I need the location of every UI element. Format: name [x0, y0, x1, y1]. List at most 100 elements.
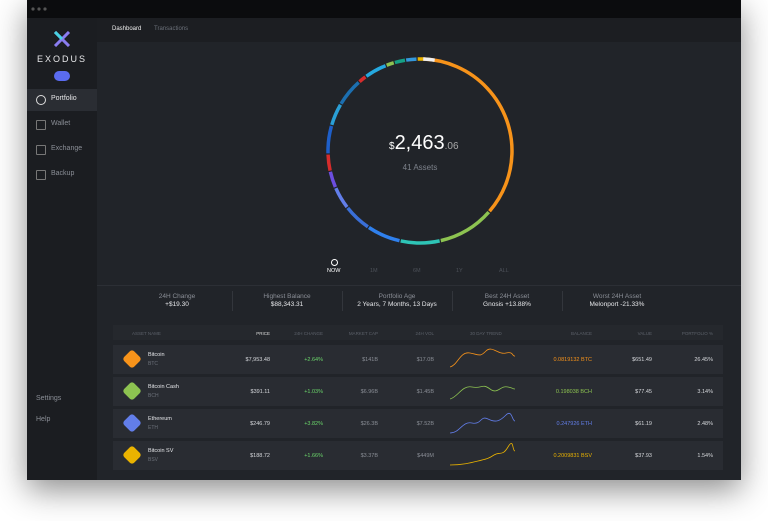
stat-label: Portfolio Age: [378, 293, 416, 300]
column-header[interactable]: 30 DAY TREND: [470, 331, 502, 336]
asset-ticker: BSV: [148, 457, 159, 463]
range-option[interactable]: 1M: [370, 268, 378, 274]
asset-name: Ethereum: [148, 416, 172, 422]
cell-mcap: $26.3B: [360, 421, 378, 427]
stat-value: $88,343.31: [270, 301, 304, 308]
lock-toggle[interactable]: [54, 71, 70, 81]
sidebar-icon: [36, 170, 46, 180]
brand: EXODUS: [36, 54, 87, 64]
window-controls: [31, 7, 47, 11]
cell-vol: $17.0B: [416, 357, 434, 363]
divider: [97, 285, 741, 286]
column-header[interactable]: 24H CHANGE: [294, 331, 323, 336]
column-header[interactable]: PORTFOLIO %: [681, 331, 713, 336]
total-balance: $2,463.06: [389, 132, 459, 155]
trend-sparkline: [450, 443, 516, 466]
sidebar-item[interactable]: Help: [36, 416, 51, 423]
cell-share: 2.48%: [697, 421, 713, 427]
range-option[interactable]: NOW: [327, 268, 341, 274]
cell-value: $651.49: [632, 357, 652, 363]
ring-segment: [326, 57, 514, 245]
cell-change: +1.66%: [304, 453, 323, 459]
asset-name: Bitcoin: [148, 352, 165, 358]
cell-price: $188.72: [250, 453, 270, 459]
sidebar-icon: [36, 95, 46, 105]
trend-line: [450, 348, 516, 368]
table-header: [113, 325, 723, 340]
stat-label: Best 24H Asset: [484, 293, 530, 300]
asset-icon: [122, 445, 142, 465]
cell-vol: $1.45B: [416, 389, 434, 395]
asset-ticker: BCH: [148, 393, 159, 399]
trend-line: [450, 443, 516, 466]
range-option[interactable]: 1Y: [456, 268, 463, 274]
asset-ticker: ETH: [148, 425, 158, 431]
stat-divider: [562, 291, 563, 311]
cell-price: $7,953.48: [245, 357, 270, 363]
trend-line: [450, 385, 516, 400]
cell-change: +2.64%: [304, 357, 323, 363]
currency: $: [389, 141, 395, 152]
ring-segment: [326, 57, 514, 245]
trend-sparkline: [450, 413, 516, 434]
stat-divider: [452, 291, 453, 311]
asset-row[interactable]: Bitcoin Cash BCH $391.11 +1.03% $6.96B $1.45B…: [113, 377, 723, 406]
asset-name: Bitcoin Cash: [148, 384, 179, 390]
asset-row[interactable]: Ethereum ETH $246.79 +3.82% $26.3B $7.52B 0.24…: [113, 409, 723, 438]
cell-mcap: $141B: [362, 357, 378, 363]
column-header[interactable]: 24H VOL: [415, 331, 434, 336]
asset-ticker: BTC: [148, 361, 158, 367]
nav-tab[interactable]: Transactions: [154, 26, 189, 32]
cell-mcap: $6.96B: [360, 389, 378, 395]
balance-whole: 2,463: [394, 132, 445, 154]
stat-value: +$19.30: [165, 301, 189, 308]
cell-balance: 0.247926 ETH: [556, 421, 592, 427]
column-header[interactable]: BALANCE: [570, 331, 592, 336]
cell-value: $77.45: [635, 389, 652, 395]
logo: [53, 31, 71, 47]
sidebar-item[interactable]: Wallet: [51, 120, 71, 127]
trend-line: [450, 413, 516, 434]
cell-balance: 0.198038 BCH: [555, 389, 592, 395]
stat-value: 2 Years, 7 Months, 13 Days: [357, 301, 437, 308]
cell-share: 1.54%: [697, 453, 713, 459]
balance-cents: .06: [444, 141, 459, 152]
active-item: [27, 89, 97, 111]
cell-price: $391.11: [250, 389, 270, 395]
stat-label: Worst 24H Asset: [592, 293, 642, 300]
asset-icon: [122, 381, 142, 401]
sidebar: EXODUS Portfolio Wallet Exchange Backup Sett…: [27, 18, 97, 480]
stat-divider: [232, 291, 233, 311]
range-option[interactable]: ALL: [499, 268, 509, 274]
sidebar-item[interactable]: Backup: [51, 170, 75, 177]
column-header[interactable]: ASSET NAME: [132, 331, 161, 336]
cell-mcap: $3.37B: [360, 453, 378, 459]
portfolio-ring: [326, 57, 514, 245]
sidebar-item[interactable]: Exchange: [51, 145, 83, 152]
cell-balance: 0.2009831 BSV: [553, 453, 592, 459]
cell-share: 26.45%: [694, 357, 713, 363]
cell-vol: $7.52B: [416, 421, 434, 427]
range-option[interactable]: 6M: [413, 268, 421, 274]
sidebar-item[interactable]: Settings: [36, 395, 62, 402]
trend-sparkline: [450, 385, 516, 400]
stat-divider: [342, 291, 343, 311]
asset-row[interactable]: Bitcoin SV BSV $188.72 +1.66% $3.37B $449M 0.2…: [113, 441, 723, 470]
column-header[interactable]: MARKET CAP: [348, 331, 378, 336]
nav-tab[interactable]: Dashboard: [112, 26, 142, 32]
range-dot: [331, 259, 338, 266]
window: EXODUS Portfolio Wallet Exchange Backup Sett…: [27, 0, 741, 480]
sidebar-item[interactable]: Portfolio: [51, 95, 77, 102]
cell-balance: 0.0819132 BTC: [553, 357, 592, 363]
sidebar-icon: [36, 145, 46, 155]
cell-value: $61.19: [635, 421, 652, 427]
asset-row[interactable]: Bitcoin BTC $7,953.48 +2.64% $141B $17.0B 0.08…: [113, 345, 723, 374]
ring-segment: [326, 57, 514, 245]
top-nav: Dashboard Transactions: [97, 18, 741, 42]
asset-icon: [122, 349, 142, 369]
cell-share: 3.14%: [697, 389, 713, 395]
column-header[interactable]: PRICE: [256, 331, 270, 336]
column-header[interactable]: VALUE: [637, 331, 652, 336]
stat-label: Highest Balance: [263, 293, 311, 300]
